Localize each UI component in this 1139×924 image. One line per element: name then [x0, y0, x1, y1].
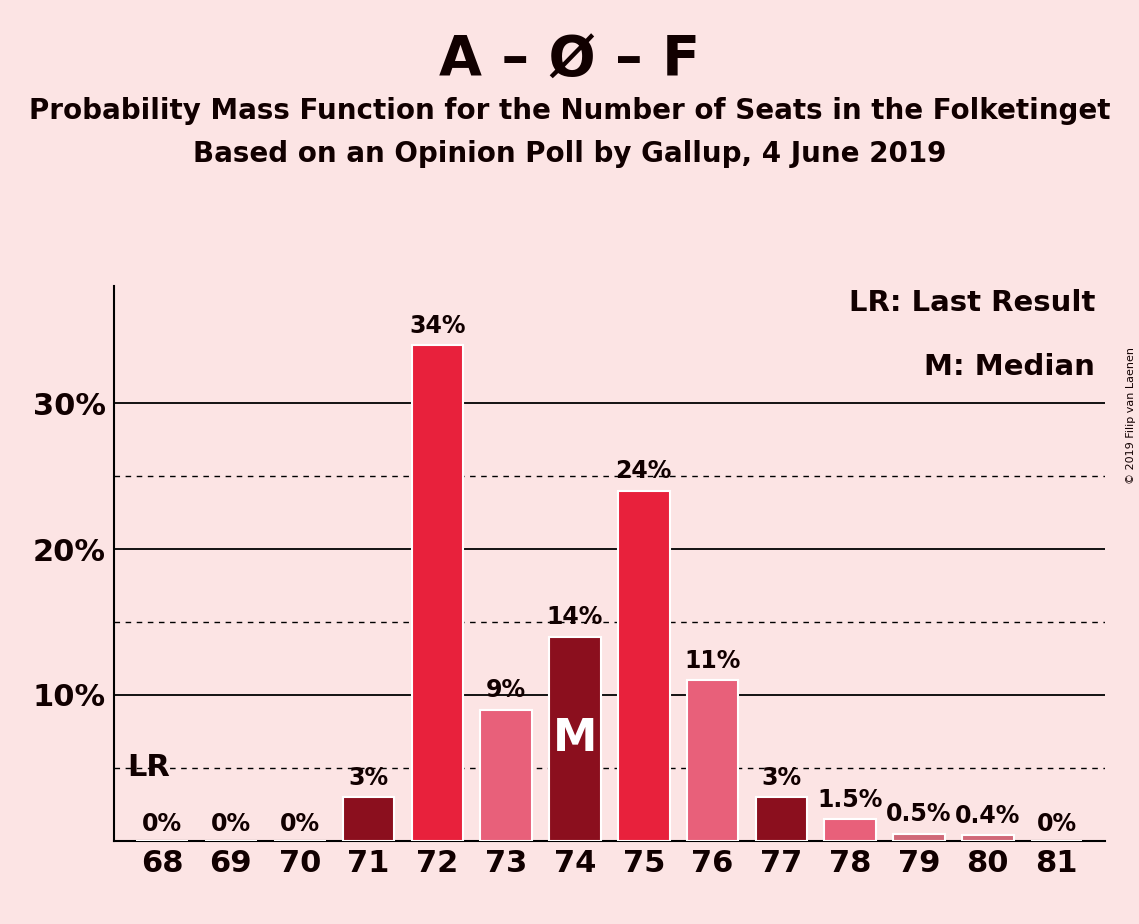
- Text: A – Ø – F: A – Ø – F: [439, 32, 700, 86]
- Text: 3%: 3%: [349, 766, 388, 790]
- Text: M: Median: M: Median: [924, 353, 1095, 381]
- Bar: [825, 819, 876, 841]
- Text: 24%: 24%: [615, 459, 672, 483]
- Text: 1.5%: 1.5%: [818, 787, 883, 811]
- Bar: [687, 680, 738, 841]
- Text: 0%: 0%: [1036, 812, 1076, 836]
- Text: 11%: 11%: [685, 649, 740, 673]
- Text: © 2019 Filip van Laenen: © 2019 Filip van Laenen: [1126, 347, 1136, 484]
- Text: LR: Last Result: LR: Last Result: [849, 289, 1095, 317]
- Text: Based on an Opinion Poll by Gallup, 4 June 2019: Based on an Opinion Poll by Gallup, 4 Ju…: [192, 140, 947, 168]
- Text: 0%: 0%: [211, 812, 251, 836]
- Bar: [962, 835, 1014, 841]
- Text: 0.5%: 0.5%: [886, 802, 952, 826]
- Text: 3%: 3%: [761, 766, 802, 790]
- Text: 0%: 0%: [280, 812, 320, 836]
- Bar: [755, 797, 808, 841]
- Text: 0.4%: 0.4%: [956, 804, 1021, 828]
- Text: LR: LR: [128, 753, 171, 783]
- Bar: [481, 710, 532, 841]
- Bar: [618, 491, 670, 841]
- Bar: [893, 833, 945, 841]
- Bar: [411, 345, 464, 841]
- Text: 0%: 0%: [142, 812, 182, 836]
- Text: 9%: 9%: [486, 678, 526, 702]
- Text: Probability Mass Function for the Number of Seats in the Folketinget: Probability Mass Function for the Number…: [28, 97, 1111, 125]
- Text: M: M: [552, 717, 597, 760]
- Text: 34%: 34%: [409, 313, 466, 337]
- Bar: [549, 637, 600, 841]
- Text: 14%: 14%: [547, 605, 604, 629]
- Bar: [343, 797, 394, 841]
